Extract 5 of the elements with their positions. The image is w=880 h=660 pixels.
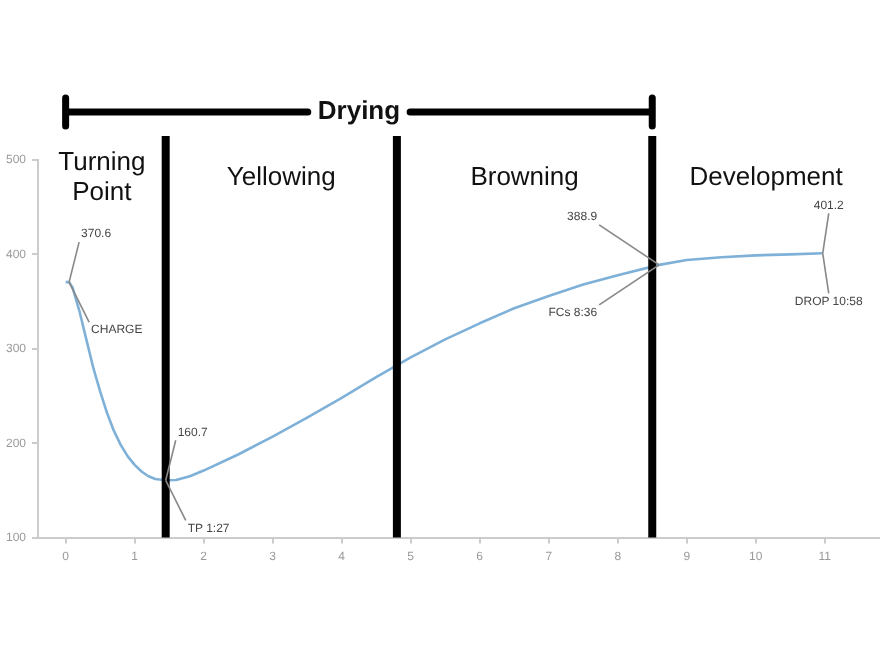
annotation: Browning <box>470 161 579 192</box>
text: Drying <box>317 95 401 126</box>
annotation: Development <box>689 161 844 192</box>
annotation: Turning Point <box>58 146 146 207</box>
annotation: Yellowing <box>226 161 336 192</box>
